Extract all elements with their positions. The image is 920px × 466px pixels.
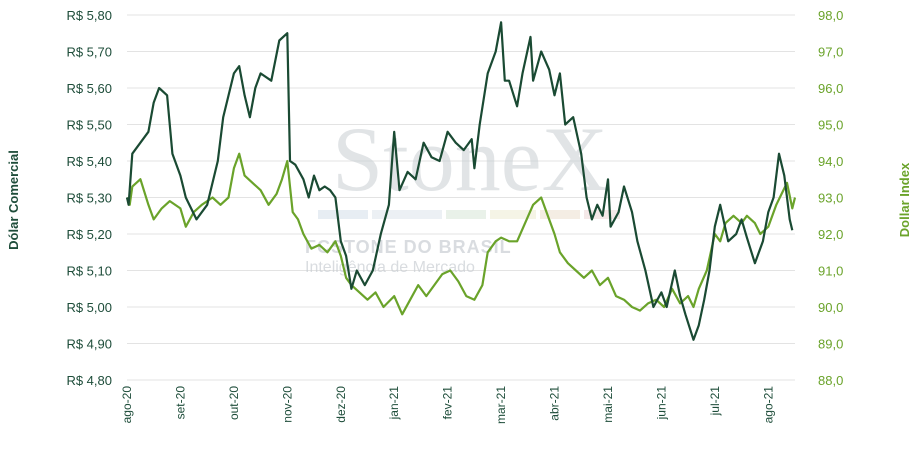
- right-tick-label: 92,0: [818, 227, 843, 242]
- x-tick-label: mai-21: [601, 386, 615, 423]
- x-tick-label: dez-20: [334, 386, 348, 423]
- watermark-brand: StoneX: [332, 108, 608, 210]
- series-layer: [125, 21, 797, 341]
- x-tick-label: out-20: [227, 386, 241, 420]
- right-tick-label: 94,0: [818, 154, 843, 169]
- x-tick-label: nov-20: [280, 386, 294, 423]
- x-tick-label: jan-21: [387, 386, 401, 421]
- x-tick-label: jul-21: [708, 386, 722, 417]
- x-axis-ticks: ago-20 set-20 out-20 nov-20 dez-20 jan-21 fev-…: [120, 386, 775, 424]
- left-tick-label: R$ 4,80: [66, 373, 112, 388]
- right-tick-label: 90,0: [818, 300, 843, 315]
- right-tick-label: 93,0: [818, 191, 843, 206]
- right-tick-label: 89,0: [818, 337, 843, 352]
- right-tick-label: 88,0: [818, 373, 843, 388]
- watermark-line2: Inteligência de Mercado: [305, 259, 475, 276]
- left-tick-label: R$ 5,20: [66, 227, 112, 242]
- left-tick-label: R$ 5,50: [66, 118, 112, 133]
- left-tick-label: R$ 5,60: [66, 81, 112, 96]
- right-axis-title: Dollar Index: [897, 162, 912, 237]
- left-axis-ticks: R$ 4,80 R$ 4,90 R$ 5,00 R$ 5,10 R$ 5,20 R$ 5,…: [66, 8, 112, 388]
- right-tick-label: 98,0: [818, 8, 843, 23]
- left-tick-label: R$ 4,90: [66, 337, 112, 352]
- left-axis-title: Dólar Comercial: [6, 150, 21, 250]
- x-tick-label: fev-21: [441, 386, 455, 420]
- series-line-dollar-index: [125, 152, 797, 316]
- right-tick-label: 91,0: [818, 264, 843, 279]
- x-tick-label: abr-21: [548, 386, 562, 421]
- stonex-watermark: StoneX FCSTONE DO BRASIL Inteligência de…: [305, 108, 620, 276]
- right-tick-label: 95,0: [818, 118, 843, 133]
- x-tick-label: ago-21: [761, 386, 775, 424]
- left-tick-label: R$ 5,00: [66, 300, 112, 315]
- right-axis-ticks: 88,0 89,0 90,0 91,0 92,0 93,0 94,0 95,0 96,0 97,0…: [818, 8, 843, 388]
- gridlines: [127, 14, 795, 381]
- left-tick-label: R$ 5,30: [66, 191, 112, 206]
- series-line-dolar-comercial: [125, 21, 794, 341]
- right-tick-label: 96,0: [818, 81, 843, 96]
- x-tick-label: ago-20: [120, 386, 134, 424]
- watermark-line1: FCSTONE DO BRASIL: [305, 237, 512, 257]
- x-tick-label: mar-21: [494, 386, 508, 424]
- x-tick-label: set-20: [173, 386, 187, 420]
- left-tick-label: R$ 5,70: [66, 45, 112, 60]
- right-tick-label: 97,0: [818, 45, 843, 60]
- left-tick-label: R$ 5,10: [66, 264, 112, 279]
- x-tick-label: jun-21: [654, 386, 668, 421]
- left-tick-label: R$ 5,80: [66, 8, 112, 23]
- left-tick-label: R$ 5,40: [66, 154, 112, 169]
